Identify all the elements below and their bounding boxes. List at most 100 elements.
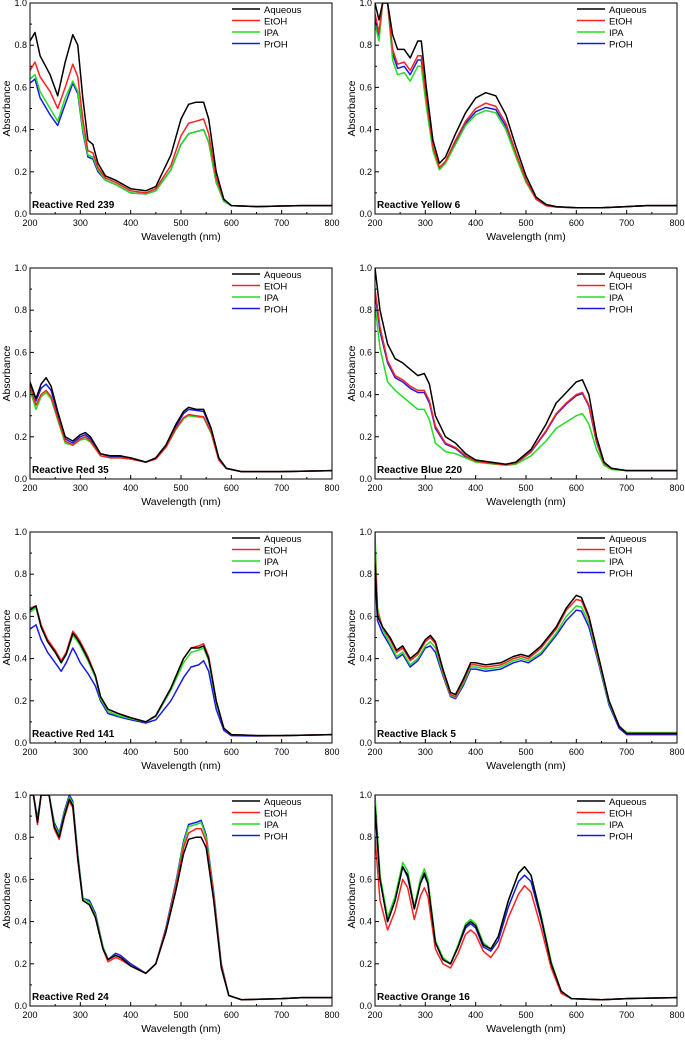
x-tick-label: 800: [324, 1010, 339, 1020]
y-tick-label: 0.6: [14, 347, 27, 357]
chart-title: Reactive Blue 220: [377, 465, 462, 476]
x-tick-label: 500: [518, 747, 533, 757]
y-tick-label: 0.8: [14, 305, 27, 315]
y-tick-label: 0.4: [14, 654, 27, 664]
legend-label-proh: PrOH: [609, 569, 633, 580]
y-tick-label: 0.0: [359, 209, 372, 219]
y-tick-label: 0.0: [14, 738, 27, 748]
y-axis-label: Absorbance: [346, 80, 358, 136]
x-tick-label: 500: [518, 483, 533, 493]
y-tick-label: 0.0: [14, 1001, 27, 1011]
x-tick-label: 500: [518, 218, 533, 228]
chart-panel: 200 300 400 500 600 700 800 0.0 0.2 0.4 0.6 0.8 1.0 W…: [1, 527, 340, 772]
y-tick-label: 0.6: [359, 82, 372, 92]
x-tick-label: 700: [619, 1010, 634, 1020]
y-tick-label: 1.0: [359, 263, 372, 273]
x-axis-label: Wavelength (nm): [486, 760, 566, 772]
series-line-proh: [375, 574, 677, 736]
series-line-ipa: [30, 607, 332, 737]
series-line-proh: [30, 78, 332, 208]
x-tick-label: 300: [418, 218, 433, 228]
x-tick-label: 600: [569, 1010, 584, 1020]
series-line-etoh: [375, 553, 677, 735]
chart-panel: 200 300 400 500 600 700 800 0.0 0.2 0.4 0.6 0.8 1.0 W…: [1, 263, 340, 508]
y-tick-label: 0.4: [14, 917, 27, 927]
y-tick-label: 1.0: [14, 790, 27, 800]
y-tick-label: 0.4: [359, 917, 372, 927]
series-line-etoh: [30, 385, 332, 473]
x-axis-label: Wavelength (nm): [141, 1023, 221, 1035]
y-tick-label: 0.4: [14, 125, 27, 135]
x-tick-label: 600: [224, 1010, 239, 1020]
chart-title: Reactive Orange 16: [377, 992, 470, 1003]
y-tick-label: 0.4: [359, 390, 372, 400]
series-line-proh: [30, 383, 332, 473]
x-tick-label: 200: [22, 747, 37, 757]
x-tick-label: 200: [367, 1010, 382, 1020]
x-tick-label: 500: [173, 218, 188, 228]
y-axis-label: Absorbance: [346, 609, 358, 665]
chart-panel: 200 300 400 500 600 700 800 0.0 0.2 0.4 0.6 0.8 1.0 W…: [1, 790, 340, 1035]
legend-label-etoh: EtOH: [264, 282, 287, 293]
series-line-etoh: [30, 61, 332, 208]
legend-label-etoh: EtOH: [609, 546, 632, 557]
x-axis-label: Wavelength (nm): [141, 231, 221, 243]
plot-frame: [374, 794, 678, 1007]
chart-panel: 200 300 400 500 600 700 800 0.0 0.2 0.4 0.6 0.8 1.0 W…: [346, 0, 685, 243]
x-tick-label: 700: [274, 747, 289, 757]
x-tick-label: 800: [669, 483, 684, 493]
chart-panel: 200 300 400 500 600 700 800 0.0 0.2 0.4 0.6 0.8 1.0 W…: [346, 527, 685, 772]
y-axis-label: Absorbance: [1, 80, 13, 136]
y-tick-label: 0.2: [359, 696, 372, 706]
legend-label-aqueous: Aqueous: [264, 797, 302, 808]
y-axis-label: Absorbance: [1, 345, 13, 401]
y-axis-label: Absorbance: [346, 345, 358, 401]
x-tick-label: 200: [367, 483, 382, 493]
x-tick-label: 300: [418, 1010, 433, 1020]
y-tick-label: 0.8: [14, 569, 27, 579]
legend-label-aqueous: Aqueous: [609, 534, 647, 545]
y-axis-label: Absorbance: [1, 609, 13, 665]
legend-label-proh: PrOH: [264, 40, 288, 51]
legend-label-aqueous: Aqueous: [609, 797, 647, 808]
x-tick-label: 700: [274, 218, 289, 228]
legend-label-aqueous: Aqueous: [264, 534, 302, 545]
series-line-ipa: [375, 305, 677, 472]
y-tick-label: 0.6: [359, 874, 372, 884]
x-tick-label: 400: [123, 1010, 138, 1020]
x-tick-label: 200: [367, 218, 382, 228]
x-tick-label: 700: [274, 483, 289, 493]
legend-label-ipa: IPA: [264, 293, 279, 304]
plot-frame: [374, 267, 678, 480]
x-tick-label: 600: [224, 218, 239, 228]
x-tick-label: 700: [274, 1010, 289, 1020]
chart-title: Reactive Red 35: [32, 465, 109, 476]
y-tick-label: 0.8: [14, 832, 27, 842]
y-tick-label: 0.2: [14, 432, 27, 442]
legend-label-proh: PrOH: [609, 40, 633, 51]
legend-label-aqueous: Aqueous: [264, 5, 302, 16]
legend-label-etoh: EtOH: [264, 809, 287, 820]
y-axis-label: Absorbance: [346, 872, 358, 928]
x-tick-label: 800: [324, 483, 339, 493]
chart-title: Reactive Black 5: [377, 729, 456, 740]
y-tick-label: 1.0: [14, 0, 27, 8]
y-tick-label: 0.0: [14, 209, 27, 219]
chart-title: Reactive Yellow 6: [377, 200, 461, 211]
series-line-etoh: [375, 289, 677, 472]
legend-label-etoh: EtOH: [609, 17, 632, 28]
series-line-proh: [30, 624, 332, 737]
plot-frame: [29, 267, 333, 480]
y-tick-label: 0.2: [359, 167, 372, 177]
series-line-etoh: [375, 837, 677, 1001]
x-tick-label: 400: [468, 1010, 483, 1020]
x-axis-label: Wavelength (nm): [486, 231, 566, 243]
legend-label-ipa: IPA: [264, 28, 279, 39]
series-line-proh: [375, 293, 677, 472]
y-axis-label: Absorbance: [1, 872, 13, 928]
